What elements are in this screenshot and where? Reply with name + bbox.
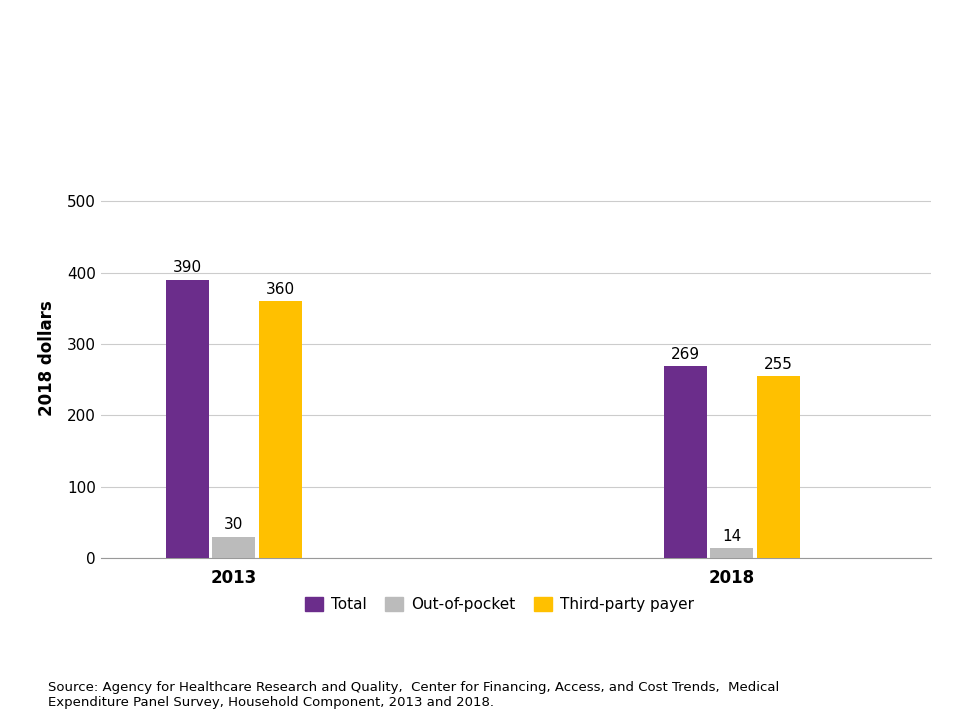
Bar [258, 301, 301, 558]
Text: Figure 5. Average total, out-of-pocket, and third-party  payer expenditures per
: Figure 5. Average total, out-of-pocket, … [0, 33, 794, 102]
Y-axis label: 2018 dollars: 2018 dollars [37, 300, 56, 416]
Bar [756, 376, 800, 558]
Legend: Total, Out-of-pocket, Third-party payer: Total, Out-of-pocket, Third-party payer [299, 591, 700, 618]
Text: 269: 269 [671, 347, 700, 361]
Text: 360: 360 [266, 282, 295, 297]
Text: 30: 30 [224, 517, 243, 532]
Bar [710, 548, 754, 558]
Text: 390: 390 [173, 261, 202, 276]
Bar [165, 279, 208, 558]
Text: 14: 14 [722, 528, 741, 544]
Bar [212, 536, 255, 558]
Bar [663, 366, 707, 558]
Text: 255: 255 [764, 356, 793, 372]
Text: Source: Agency for Healthcare Research and Quality,  Center for Financing, Acces: Source: Agency for Healthcare Research a… [48, 681, 780, 709]
